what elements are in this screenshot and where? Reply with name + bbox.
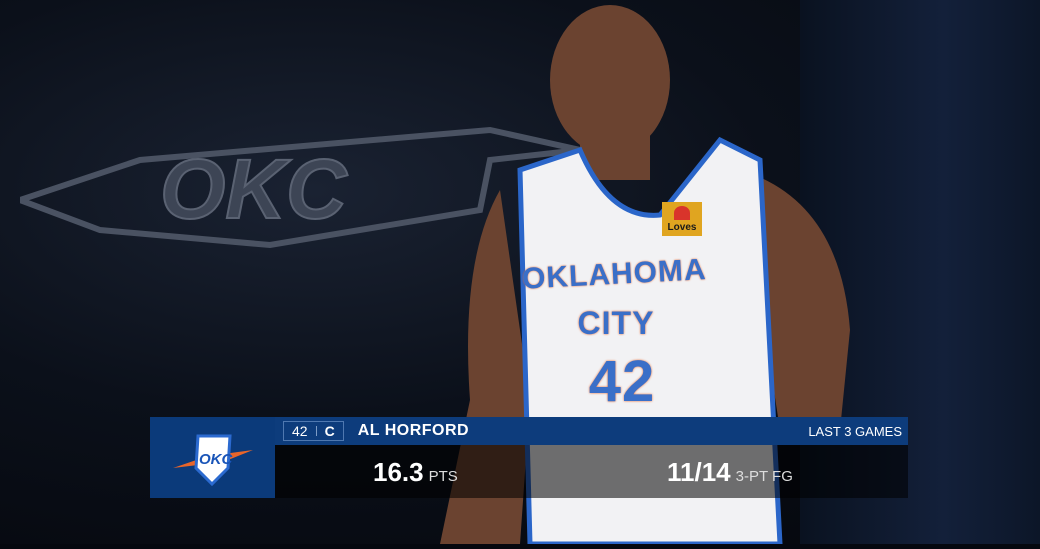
jersey-text-city: CITY xyxy=(577,305,655,341)
team-logo-text: OKC xyxy=(199,451,234,468)
stat-value: 11/14 xyxy=(667,457,731,487)
stat-label: PTS xyxy=(428,468,458,485)
player-name: AL HORFORD xyxy=(357,422,470,439)
number-position-box: 42 C xyxy=(283,421,344,441)
wall-logo-text: OKC xyxy=(160,142,348,236)
player-info-bar: 42 C AL HORFORD LAST 3 GAMES xyxy=(275,417,908,445)
okc-thunder-logo-icon: OKC xyxy=(172,434,253,486)
lower-third-graphic: OKC 42 C AL HORFORD LAST 3 GAMES 16.3 PT… xyxy=(150,417,908,498)
stat-label: 3-PT FG xyxy=(735,468,793,485)
player-position: C xyxy=(324,423,335,439)
stat-points: 16.3 PTS xyxy=(373,457,458,488)
jersey-sponsor-text: Loves xyxy=(667,222,697,233)
jersey-number: 42 xyxy=(588,349,656,414)
okc-wall-logo: OKC xyxy=(11,120,581,250)
stat-value: 16.3 xyxy=(373,457,424,487)
jersey-sponsor-patch: Loves xyxy=(662,202,702,236)
divider xyxy=(315,426,317,436)
stats-bar: 16.3 PTS 11/14 3-PT FG xyxy=(275,445,908,498)
stat-context: LAST 3 GAMES xyxy=(808,423,902,439)
team-logo: OKC xyxy=(150,417,275,498)
player-number: 42 xyxy=(292,423,308,439)
stat-three-point: 11/14 3-PT FG xyxy=(667,457,793,488)
